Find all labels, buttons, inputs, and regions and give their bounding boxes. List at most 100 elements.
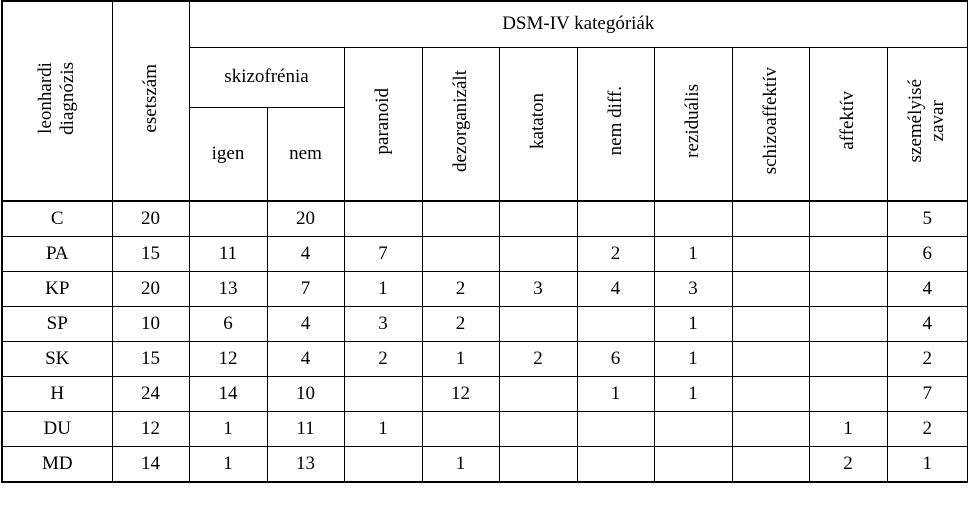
header-disorganized: dezorganizált: [421, 46, 500, 202]
cell-personality: 2: [886, 411, 968, 447]
header-disorganized-label: dezorganizált: [449, 69, 471, 172]
cell-paranoid: 2: [343, 341, 423, 377]
cell-catatonic: 2: [498, 341, 578, 377]
row-case-count: 15: [111, 236, 190, 272]
cell-residual: [653, 200, 733, 237]
cell-schizo-yes: 11: [188, 236, 268, 272]
row-case-count: 20: [111, 200, 190, 237]
cell-undifferentiated: [576, 446, 655, 483]
cell-schizo-yes: 13: [188, 271, 268, 307]
cell-schizo-yes: 6: [188, 306, 268, 342]
cell-residual: [653, 411, 733, 447]
cell-schizo-no: 10: [266, 376, 345, 412]
cell-schizo-yes: 1: [188, 446, 268, 483]
cell-personality: 4: [886, 271, 968, 307]
header-schizoaffective: schizoaffektív: [731, 46, 810, 202]
cell-personality: 4: [886, 306, 968, 342]
table-row: H 24 14 10 12 1 1 7: [1, 376, 968, 412]
cell-disorganized: [421, 236, 500, 272]
cell-disorganized: 2: [421, 271, 500, 307]
table-row: DU 12 1 11 1 1 2: [1, 411, 968, 447]
cell-schizo-no: 20: [266, 200, 345, 237]
cell-paranoid: 3: [343, 306, 423, 342]
header-personality-disorder-label: személyisé zavar: [905, 79, 949, 163]
cell-schizo-yes: [188, 200, 268, 237]
cell-affective: 2: [808, 446, 888, 483]
cell-personality: 7: [886, 376, 968, 412]
header-case-count: esetszám: [111, 0, 190, 202]
cell-disorganized: [421, 200, 500, 237]
cell-residual: 1: [653, 376, 733, 412]
cell-disorganized: 2: [421, 306, 500, 342]
header-schizophrenia-label: skizofrénia: [224, 66, 309, 87]
cell-schizoaffective: [731, 236, 810, 272]
cell-catatonic: [498, 236, 578, 272]
table-row: MD 14 1 13 1 2 1: [1, 446, 968, 483]
cell-disorganized: [421, 411, 500, 447]
cell-schizo-yes: 1: [188, 411, 268, 447]
header-catatonic-label: kataton: [527, 92, 549, 149]
cell-schizoaffective: [731, 271, 810, 307]
cell-undifferentiated: [576, 411, 655, 447]
row-diagnosis: C: [1, 200, 113, 237]
cell-catatonic: [498, 411, 578, 447]
row-case-count: 15: [111, 341, 190, 377]
cell-affective: 1: [808, 411, 888, 447]
cell-undifferentiated: 4: [576, 271, 655, 307]
header-undifferentiated-label: nem diff.: [604, 86, 626, 156]
header-schizoaffective-label: schizoaffektív: [759, 67, 781, 175]
header-undifferentiated: nem diff.: [576, 46, 655, 202]
header-residual-label: reziduális: [682, 83, 704, 158]
cell-affective: [808, 341, 888, 377]
cell-affective: [808, 306, 888, 342]
header-schizophrenia: skizofrénia: [188, 46, 345, 108]
table-row: KP 20 13 7 1 2 3 4 3 4: [1, 271, 968, 307]
table-row: SK 15 12 4 2 1 2 6 1 2: [1, 341, 968, 377]
header-diagnosis-label: leonhardi diagnózis: [35, 61, 79, 135]
cell-schizo-no: 4: [266, 306, 345, 342]
cell-catatonic: [498, 200, 578, 237]
cell-schizoaffective: [731, 411, 810, 447]
row-case-count: 20: [111, 271, 190, 307]
row-diagnosis: PA: [1, 236, 113, 272]
cell-affective: [808, 376, 888, 412]
table-row: PA 15 11 4 7 2 1 6: [1, 236, 968, 272]
header-dsm-group: DSM-IV kategóriák: [188, 0, 968, 48]
header-no: nem: [266, 106, 345, 202]
header-yes: igen: [188, 106, 268, 202]
cell-affective: [808, 236, 888, 272]
header-case-count-label: esetszám: [139, 63, 161, 133]
row-case-count: 10: [111, 306, 190, 342]
header-residual: reziduális: [653, 46, 733, 202]
cell-catatonic: [498, 376, 578, 412]
cell-schizo-yes: 12: [188, 341, 268, 377]
cell-schizoaffective: [731, 376, 810, 412]
row-case-count: 12: [111, 411, 190, 447]
cell-paranoid: [343, 446, 423, 483]
header-no-label: nem: [289, 142, 322, 164]
cell-undifferentiated: 6: [576, 341, 655, 377]
row-diagnosis: SK: [1, 341, 113, 377]
dsm-iv-classification-table: leonhardi diagnózis esetszám DSM-IV kate…: [1, 0, 968, 483]
cell-undifferentiated: [576, 306, 655, 342]
cell-undifferentiated: [576, 200, 655, 237]
cell-schizo-no: 7: [266, 271, 345, 307]
cell-personality: 6: [886, 236, 968, 272]
header-paranoid: paranoid: [343, 46, 423, 202]
header-dsm-group-label: DSM-IV kategóriák: [502, 13, 655, 35]
cell-schizoaffective: [731, 200, 810, 237]
cell-personality: 1: [886, 446, 968, 483]
cell-paranoid: [343, 376, 423, 412]
cell-residual: 1: [653, 341, 733, 377]
cell-paranoid: 1: [343, 271, 423, 307]
cell-paranoid: 1: [343, 411, 423, 447]
cell-catatonic: [498, 306, 578, 342]
row-case-count: 24: [111, 376, 190, 412]
cell-disorganized: 1: [421, 341, 500, 377]
cell-schizoaffective: [731, 446, 810, 483]
cell-schizoaffective: [731, 306, 810, 342]
cell-affective: [808, 271, 888, 307]
cell-schizo-no: 4: [266, 236, 345, 272]
cell-personality: 2: [886, 341, 968, 377]
header-personality-disorder: személyisé zavar: [886, 46, 968, 202]
